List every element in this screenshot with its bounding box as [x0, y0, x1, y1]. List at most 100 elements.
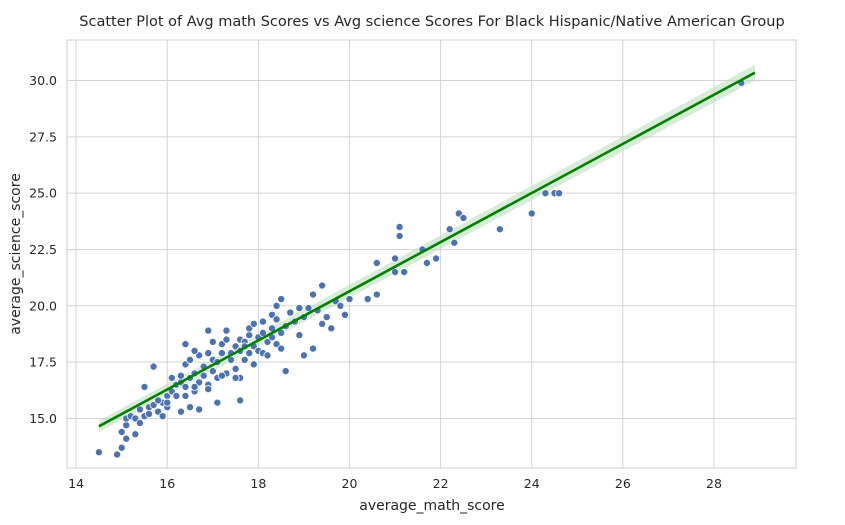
y-tick-label: 20.0 — [29, 298, 57, 313]
data-point — [190, 346, 199, 355]
data-point — [363, 295, 372, 304]
data-point — [231, 364, 240, 373]
x-tick-label: 26 — [615, 476, 631, 491]
data-point — [391, 268, 400, 277]
data-point — [190, 382, 199, 391]
data-point — [249, 360, 258, 369]
data-point — [322, 313, 331, 322]
data-point — [459, 213, 468, 222]
data-point — [167, 373, 176, 382]
data-point — [181, 340, 190, 349]
x-tick-labels: 14 16 18 20 22 24 26 28 — [68, 476, 722, 491]
data-point — [432, 254, 441, 263]
data-point — [135, 418, 144, 427]
data-point — [295, 304, 304, 313]
data-point — [117, 443, 126, 452]
x-tick-label: 24 — [524, 476, 540, 491]
data-point — [204, 349, 213, 358]
data-point — [208, 337, 217, 346]
data-point — [286, 308, 295, 317]
data-point — [450, 238, 459, 247]
data-point — [249, 319, 258, 328]
data-point — [135, 405, 144, 414]
data-point — [236, 396, 245, 405]
data-point — [395, 222, 404, 231]
x-tick-label: 18 — [250, 476, 266, 491]
data-point — [240, 355, 249, 364]
data-point — [318, 319, 327, 328]
data-point — [245, 349, 254, 358]
data-point — [345, 295, 354, 304]
regression-line — [98, 71, 756, 428]
data-point — [272, 301, 281, 310]
data-point — [117, 427, 126, 436]
data-point — [309, 344, 318, 353]
x-tick-label: 14 — [68, 476, 84, 491]
data-point — [208, 367, 217, 376]
y-tick-label: 15.0 — [29, 411, 57, 426]
data-point — [445, 225, 454, 234]
data-point — [154, 396, 163, 405]
data-point — [217, 349, 226, 358]
data-point — [186, 403, 195, 412]
data-point — [176, 371, 185, 380]
data-point — [309, 290, 318, 299]
y-axis-label: average_science_score — [8, 173, 24, 335]
data-point — [372, 290, 381, 299]
chart-title: Scatter Plot of Avg math Scores vs Avg s… — [79, 14, 784, 30]
data-point — [541, 189, 550, 198]
data-point — [263, 351, 272, 360]
data-point — [258, 317, 267, 326]
data-point — [158, 412, 167, 421]
data-point — [195, 405, 204, 414]
data-point — [122, 421, 131, 430]
data-point — [372, 259, 381, 268]
data-point — [94, 448, 103, 457]
data-point — [555, 189, 564, 198]
data-points-layer — [94, 78, 746, 459]
y-tick-labels: 15.0 17.5 20.0 22.5 25.0 27.5 30.0 — [29, 73, 57, 426]
y-tick-label: 17.5 — [29, 355, 57, 370]
data-point — [204, 326, 213, 335]
data-point — [231, 373, 240, 382]
data-point — [204, 385, 213, 394]
regression-line-layer — [98, 71, 756, 428]
data-point — [318, 281, 327, 290]
data-point — [163, 398, 172, 407]
data-point — [391, 254, 400, 263]
data-point — [395, 231, 404, 240]
data-point — [222, 326, 231, 335]
grid-layer — [67, 40, 796, 468]
data-point — [422, 259, 431, 268]
y-tick-label: 22.5 — [29, 242, 57, 257]
data-point — [181, 391, 190, 400]
x-axis-label: average_math_score — [359, 498, 505, 514]
data-point — [131, 430, 140, 439]
data-point — [304, 304, 313, 313]
data-point — [186, 355, 195, 364]
data-point — [281, 367, 290, 376]
data-point — [181, 382, 190, 391]
data-point — [340, 310, 349, 319]
data-point — [213, 398, 222, 407]
data-point — [122, 434, 131, 443]
data-point — [172, 391, 181, 400]
data-point — [140, 382, 149, 391]
data-point — [277, 344, 286, 353]
x-tick-label: 20 — [342, 476, 358, 491]
data-point — [327, 324, 336, 333]
data-point — [199, 371, 208, 380]
data-point — [400, 268, 409, 277]
data-point — [272, 315, 281, 324]
data-point — [149, 362, 158, 371]
x-tick-label: 16 — [159, 476, 175, 491]
data-point — [217, 371, 226, 380]
data-point — [113, 450, 122, 459]
data-point — [336, 301, 345, 310]
data-point — [222, 335, 231, 344]
data-point — [299, 351, 308, 360]
data-point — [245, 331, 254, 340]
data-point — [495, 225, 504, 234]
x-tick-label: 28 — [706, 476, 722, 491]
